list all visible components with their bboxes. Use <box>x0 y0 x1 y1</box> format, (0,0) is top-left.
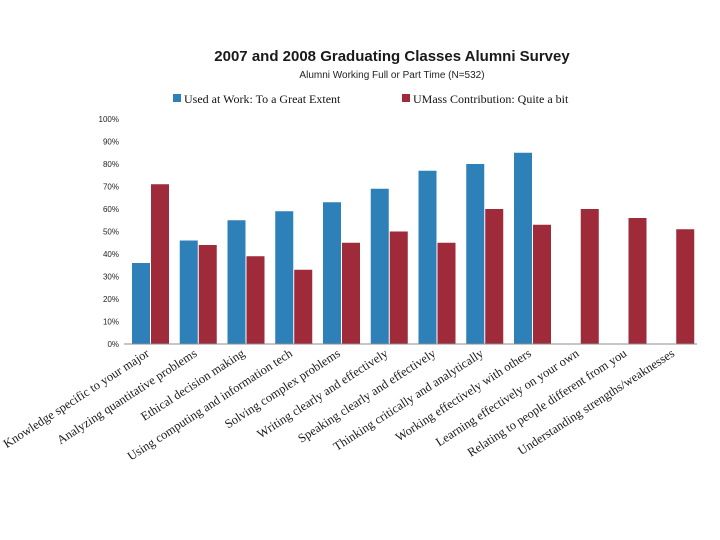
chart-title: 2007 and 2008 Graduating Classes Alumni … <box>214 48 570 65</box>
bar-umass-contribution <box>342 242 360 344</box>
legend-label-used-at-work: Used at Work: To a Great Extent <box>184 92 341 106</box>
bar-umass-contribution <box>389 231 408 344</box>
bar-used-at-work <box>227 220 246 344</box>
bar-umass-contribution <box>294 269 313 344</box>
bar-umass-contribution <box>628 218 647 344</box>
bar-umass-contribution <box>533 224 551 344</box>
bar-umass-contribution <box>198 245 217 344</box>
bar-used-at-work <box>132 263 150 344</box>
y-tick-label: 90% <box>103 138 119 147</box>
bar-umass-contribution <box>437 242 456 344</box>
bar-used-at-work <box>418 170 437 344</box>
y-tick-label: 50% <box>103 228 119 237</box>
bar-used-at-work <box>275 211 294 344</box>
bar-used-at-work <box>466 164 485 344</box>
y-tick-label: 60% <box>103 205 119 214</box>
y-tick-label: 70% <box>103 183 119 192</box>
y-tick-label: 0% <box>107 340 119 349</box>
chart-subtitle: Alumni Working Full or Part Time (N=532) <box>299 70 484 81</box>
legend-label-umass-contribution: UMass Contribution: Quite a bit <box>413 92 569 106</box>
bar-used-at-work <box>370 188 389 344</box>
y-tick-label: 80% <box>103 160 119 169</box>
legend: Used at Work: To a Great Extent UMass Co… <box>173 92 569 106</box>
bar-used-at-work <box>514 152 532 344</box>
y-tick-label: 10% <box>103 318 119 327</box>
bar-umass-contribution <box>580 209 599 344</box>
y-axis: 0% 10% 20% 30% 40% 50% 60% 70% 80% 90% 100% <box>99 115 119 349</box>
y-tick-label: 20% <box>103 295 119 304</box>
y-tick-label: 30% <box>103 273 119 282</box>
legend-swatch-used-at-work <box>173 94 181 102</box>
bar-umass-contribution <box>676 229 695 344</box>
bars <box>132 152 695 344</box>
bar-umass-contribution <box>485 209 504 344</box>
x-axis-labels: Knowledge specific to your majorAnalyzin… <box>1 346 677 464</box>
bar-umass-contribution <box>246 256 265 344</box>
y-tick-label: 100% <box>99 115 119 124</box>
bar-umass-contribution <box>151 184 169 344</box>
legend-swatch-umass-contribution <box>402 94 410 102</box>
bar-used-at-work <box>179 240 198 344</box>
bar-used-at-work <box>323 202 341 344</box>
y-tick-label: 40% <box>103 250 119 259</box>
